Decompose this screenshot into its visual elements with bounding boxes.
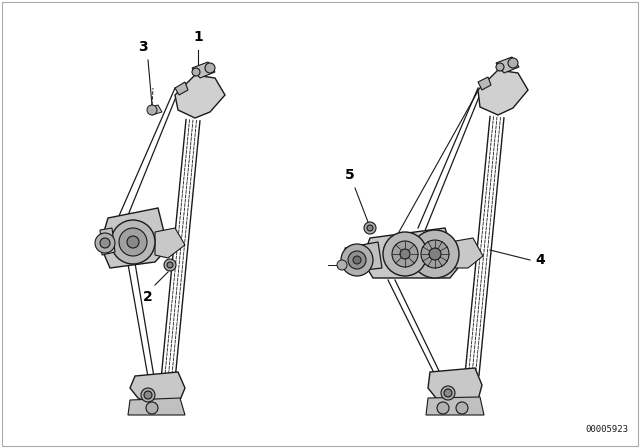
Circle shape [383, 232, 427, 276]
Polygon shape [496, 57, 519, 73]
Circle shape [146, 402, 158, 414]
Polygon shape [192, 62, 215, 78]
Circle shape [400, 249, 410, 259]
Text: 4: 4 [535, 253, 545, 267]
Circle shape [111, 220, 155, 264]
Polygon shape [175, 75, 225, 118]
Circle shape [437, 402, 449, 414]
Text: 1: 1 [193, 30, 203, 44]
Circle shape [441, 386, 455, 400]
Circle shape [205, 63, 215, 73]
Circle shape [95, 233, 115, 253]
Circle shape [444, 389, 452, 397]
Circle shape [353, 256, 361, 264]
Polygon shape [450, 238, 483, 268]
Polygon shape [426, 397, 484, 415]
Polygon shape [130, 372, 185, 403]
Circle shape [147, 105, 157, 115]
Circle shape [429, 248, 441, 260]
Circle shape [100, 238, 110, 248]
Polygon shape [100, 208, 168, 268]
Circle shape [421, 240, 449, 268]
Circle shape [192, 68, 200, 76]
Circle shape [456, 402, 468, 414]
Polygon shape [128, 398, 185, 415]
Polygon shape [428, 368, 482, 403]
Text: 3: 3 [138, 40, 148, 54]
Text: 00005923: 00005923 [585, 425, 628, 434]
Circle shape [141, 388, 155, 402]
Polygon shape [155, 228, 185, 258]
Circle shape [167, 262, 173, 268]
Circle shape [164, 259, 176, 271]
Circle shape [144, 391, 152, 399]
Polygon shape [345, 242, 382, 272]
Text: 5: 5 [345, 168, 355, 182]
Circle shape [496, 63, 504, 71]
Circle shape [392, 241, 418, 267]
Circle shape [337, 260, 347, 270]
Circle shape [367, 225, 373, 231]
Polygon shape [175, 82, 188, 95]
Circle shape [508, 58, 518, 68]
Polygon shape [478, 70, 528, 115]
Circle shape [341, 244, 373, 276]
Circle shape [127, 236, 139, 248]
Circle shape [364, 222, 376, 234]
Circle shape [411, 230, 459, 278]
Polygon shape [362, 228, 458, 278]
Polygon shape [100, 228, 115, 255]
Text: 2: 2 [143, 290, 153, 304]
Polygon shape [478, 77, 491, 90]
Polygon shape [148, 105, 162, 115]
Circle shape [348, 251, 366, 269]
Circle shape [119, 228, 147, 256]
